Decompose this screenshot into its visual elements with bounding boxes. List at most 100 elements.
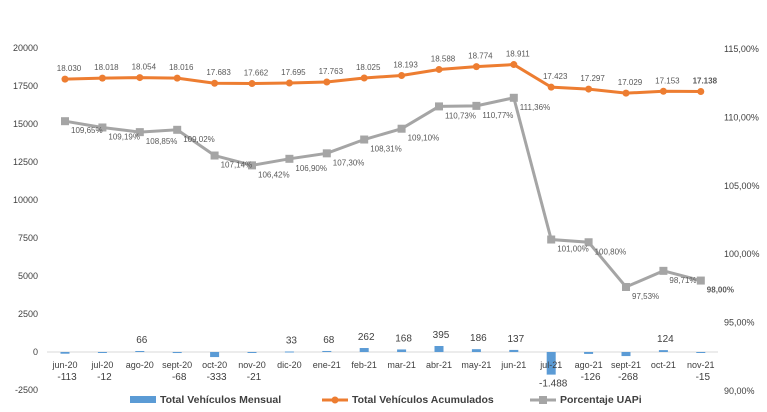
bar-value-label: -268: [618, 372, 638, 383]
bar-value-label: 395: [433, 330, 450, 341]
marker-porcentaje-uapi: [472, 101, 481, 110]
marker-porcentaje-uapi: [61, 117, 69, 126]
x-category-label: ago-20: [126, 360, 154, 370]
label-total-acumulados: 18.030: [57, 64, 82, 73]
x-category-label: nov-21: [687, 360, 715, 370]
marker-porcentaje-uapi: [210, 151, 219, 160]
bar-value-label: 168: [395, 333, 412, 344]
bar-value-label: 68: [323, 335, 335, 346]
y-left-tick-label: 12500: [13, 157, 38, 167]
marker-porcentaje-uapi: [135, 128, 144, 137]
bar-total-mensual: [471, 349, 481, 352]
bar-total-mensual: [509, 349, 519, 352]
y-right-tick-label: 105,00%: [724, 181, 760, 191]
x-category-label: mar-21: [387, 360, 416, 370]
label-total-acumulados: 17.763: [319, 67, 344, 76]
marker-porcentaje-uapi: [285, 154, 294, 163]
marker-total-acumulados: [136, 74, 144, 82]
bar-value-label: -1.488: [539, 379, 568, 390]
x-category-label: jun-21: [500, 360, 526, 370]
x-category-label: nov-20: [238, 360, 266, 370]
label-total-acumulados: 17.297: [580, 74, 605, 83]
marker-porcentaje-uapi: [322, 149, 331, 158]
y-left-tick-label: 17500: [13, 81, 38, 91]
marker-total-acumulados: [98, 74, 106, 82]
label-porcentaje-uapi: 101,00%: [557, 245, 589, 254]
bar-total-mensual: [97, 352, 107, 353]
label-porcentaje-uapi: 98,71%: [669, 276, 696, 285]
bar-value-label: -68: [172, 372, 187, 383]
line-porcentaje-uapi: [64, 96, 702, 289]
bar-total-mensual: [322, 350, 332, 352]
bar-value-label: -21: [247, 372, 262, 383]
bar-value-label: -333: [207, 372, 227, 383]
bar-value-label: 262: [358, 332, 375, 343]
bar-value-label: 124: [657, 334, 674, 345]
marker-total-acumulados: [435, 65, 443, 73]
bar-value-label: -12: [97, 372, 112, 383]
label-porcentaje-uapi: 98,00%: [707, 286, 734, 295]
x-category-label: oct-21: [651, 360, 676, 370]
bar-value-label: 186: [470, 333, 487, 344]
x-category-label: ene-21: [313, 360, 341, 370]
y-right-tick-label: 115,00%: [724, 44, 759, 54]
y-right-tick-label: 90,00%: [724, 386, 755, 396]
legend-label-acumulados: Total Vehículos Acumulados: [352, 394, 494, 406]
marker-porcentaje-uapi: [360, 135, 369, 144]
marker-total-acumulados: [211, 79, 219, 87]
label-total-acumulados: 17.153: [655, 76, 680, 85]
label-porcentaje-uapi: 100,80%: [595, 247, 627, 256]
bar-total-mensual: [546, 352, 556, 375]
label-total-acumulados: 17.662: [244, 69, 269, 78]
y-left-tick-label: -2500: [15, 385, 38, 395]
x-category-label: sept-20: [162, 360, 192, 370]
legend-label-mensual: Total Vehículos Mensual: [160, 394, 281, 406]
label-total-acumulados: 17.695: [281, 68, 306, 77]
bar-total-mensual: [247, 352, 257, 353]
x-category-label: sept-21: [611, 360, 641, 370]
y-left-tick-label: 10000: [13, 195, 38, 205]
legend-marker-uapi: [539, 396, 547, 404]
bar-value-label: 66: [136, 335, 148, 346]
bar-value-label: 137: [507, 334, 524, 345]
legend-swatch-mensual: [130, 396, 156, 403]
label-porcentaje-uapi: 106,42%: [258, 170, 290, 179]
marker-total-acumulados: [285, 79, 293, 87]
marker-porcentaje-uapi: [696, 276, 705, 285]
bar-total-mensual: [434, 345, 444, 352]
label-total-acumulados: 18.018: [94, 63, 119, 72]
marker-total-acumulados: [323, 78, 331, 86]
bar-total-mensual: [359, 348, 369, 352]
x-category-label: oct-20: [202, 360, 227, 370]
label-porcentaje-uapi: 108,31%: [370, 145, 402, 154]
y-left-tick-label: 7500: [18, 233, 38, 243]
bar-value-label: -15: [696, 372, 711, 383]
label-total-acumulados: 18.016: [169, 63, 194, 72]
y-right-tick-label: 100,00%: [724, 249, 760, 259]
marker-total-acumulados: [398, 71, 406, 79]
marker-porcentaje-uapi: [173, 125, 182, 134]
label-porcentaje-uapi: 109,65%: [71, 126, 103, 135]
marker-total-acumulados: [659, 87, 667, 95]
bar-total-mensual: [60, 352, 70, 354]
bar-value-label: -126: [581, 372, 601, 383]
marker-porcentaje-uapi: [509, 93, 518, 102]
label-porcentaje-uapi: 110,77%: [482, 111, 513, 120]
bar-total-mensual: [210, 352, 220, 358]
label-porcentaje-uapi: 111,36%: [520, 103, 550, 112]
bar-value-label: 33: [286, 335, 298, 346]
bar-total-mensual: [658, 350, 668, 352]
label-porcentaje-uapi: 110,73%: [445, 111, 476, 120]
marker-porcentaje-uapi: [584, 238, 593, 247]
marker-total-acumulados: [585, 85, 593, 93]
marker-porcentaje-uapi: [397, 124, 406, 133]
bar-total-mensual: [135, 350, 145, 352]
x-category-label: feb-21: [351, 360, 377, 370]
marker-porcentaje-uapi: [435, 102, 443, 111]
x-category-label: jul-20: [90, 360, 113, 370]
y-left-tick-label: 2500: [18, 309, 38, 319]
bar-total-mensual: [284, 351, 294, 353]
legend-marker-acumulados: [331, 396, 339, 404]
